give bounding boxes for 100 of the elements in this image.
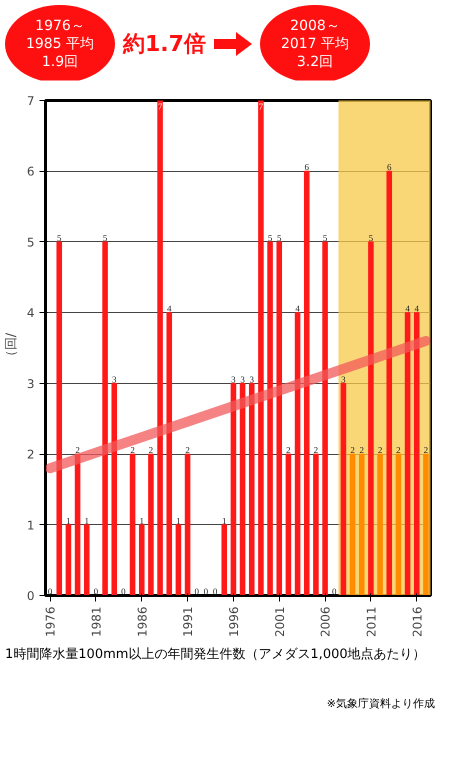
data-label: 2 [148, 445, 154, 456]
data-label: 2 [286, 445, 291, 456]
text: 約1.7倍 [123, 31, 206, 59]
data-label: 6 [387, 162, 392, 172]
bar [414, 312, 420, 596]
bar [74, 454, 80, 596]
data-label: 2 [314, 445, 318, 456]
bar [386, 170, 392, 596]
data-label: 3 [250, 374, 254, 384]
bar [56, 241, 62, 596]
y-tick-label: 4 [26, 306, 35, 320]
y-tick-label: 6 [26, 164, 35, 179]
bar [258, 100, 264, 596]
data-label: 0 [121, 586, 126, 596]
data-label: 1 [66, 516, 71, 526]
bar [404, 312, 410, 596]
x-tick-label: 1986 [135, 606, 150, 638]
bar [148, 454, 154, 596]
bar [340, 382, 346, 596]
text: ※気象庁資料より作成 [326, 696, 435, 711]
data-label: 2 [75, 445, 80, 456]
data-label: 2 [185, 445, 190, 456]
bar [304, 170, 310, 596]
y-tick-label: 3 [26, 376, 35, 391]
bar [166, 312, 172, 596]
x-tick-label: 2006 [318, 606, 333, 638]
bar [184, 454, 190, 596]
data-label: 5 [277, 232, 282, 243]
data-label: 3 [240, 374, 246, 384]
data-label: 1 [176, 516, 181, 526]
bar [396, 454, 402, 596]
data-label: 7 [258, 102, 264, 112]
data-label: 2 [396, 445, 401, 456]
data-label: 5 [57, 232, 62, 243]
bar [221, 524, 228, 596]
x-tick-label: 1981 [89, 606, 104, 638]
data-label: 3 [231, 374, 236, 384]
data-label: 1 [140, 516, 144, 526]
x-tick-label: 1991 [181, 606, 196, 638]
data-label: 0 [48, 586, 53, 596]
bar [240, 382, 246, 596]
x-tick-label: 2016 [410, 606, 424, 638]
bar [230, 382, 236, 596]
text: 2008～2017 平均 3.2回 [260, 5, 370, 83]
data-label: 4 [414, 304, 420, 314]
data-label: 1 [222, 516, 226, 526]
bar [286, 454, 292, 596]
data-label: 2 [350, 445, 355, 456]
bar [313, 454, 319, 596]
bar [276, 241, 282, 596]
data-label: 5 [268, 232, 273, 243]
y-axis-title: （回/ [4, 332, 19, 364]
data-label: 2 [378, 445, 382, 456]
x-tick-label: 1996 [226, 606, 241, 638]
bar [138, 524, 145, 596]
bar [248, 382, 255, 596]
bar [102, 241, 108, 596]
bar [111, 382, 118, 596]
bar [368, 241, 374, 596]
x-axis-title: 1時間降水量100mm以上の年間発生件数（アメダス1,000地点あたり） [5, 646, 427, 663]
data-label: 6 [304, 162, 310, 172]
bar [350, 454, 356, 596]
data-label: 2 [360, 445, 364, 456]
data-label: 7 [158, 102, 163, 112]
bar [267, 241, 273, 596]
text: 1976～1985 平均 1.9回 [5, 5, 115, 83]
y-tick-label: 2 [26, 448, 35, 462]
bar [130, 454, 136, 596]
x-tick-label: 1976 [44, 606, 58, 638]
data-label: 5 [368, 232, 374, 243]
y-tick-label: 7 [26, 94, 35, 108]
data-label: 2 [424, 445, 428, 456]
data-label: 0 [94, 586, 99, 596]
data-label: 1 [84, 516, 89, 526]
bar [84, 524, 90, 596]
data-label: 0 [332, 586, 337, 596]
data-label: 5 [322, 232, 328, 243]
x-tick-label: 2001 [272, 606, 287, 638]
bar [358, 454, 365, 596]
bar [294, 312, 300, 596]
data-label: 4 [405, 304, 410, 314]
data-label: 0 [212, 586, 218, 596]
data-label: 4 [167, 304, 172, 314]
y-tick-label: 0 [26, 589, 35, 603]
bar [66, 524, 72, 596]
bar [322, 241, 328, 596]
data-label: 3 [112, 374, 117, 384]
y-tick-label: 1 [26, 518, 35, 532]
data-label: 5 [102, 232, 108, 243]
data-label: 2 [130, 445, 135, 456]
bar [377, 454, 383, 596]
data-label: 0 [194, 586, 200, 596]
y-tick-label: 5 [26, 235, 35, 250]
bar [176, 524, 182, 596]
x-tick-label: 2011 [364, 606, 378, 638]
data-label: 4 [295, 304, 300, 314]
bar [423, 454, 429, 596]
data-label: 0 [204, 586, 209, 596]
data-label: 3 [341, 374, 346, 384]
bar [157, 100, 163, 596]
